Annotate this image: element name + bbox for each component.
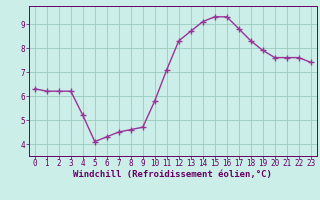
X-axis label: Windchill (Refroidissement éolien,°C): Windchill (Refroidissement éolien,°C): [73, 170, 272, 179]
